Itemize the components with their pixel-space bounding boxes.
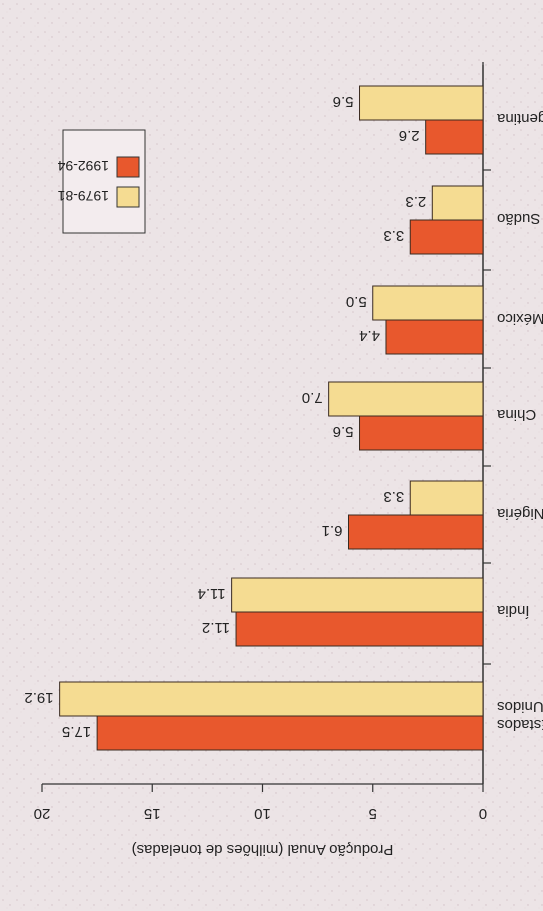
bar-1992-94 xyxy=(385,319,484,355)
value-label: 11.2 xyxy=(202,619,230,636)
bar-1979-81 xyxy=(359,85,484,121)
category-label: China xyxy=(496,406,536,423)
bar-1979-81 xyxy=(59,681,484,717)
category-label: Estados xyxy=(497,716,543,733)
value-tick-label: 20 xyxy=(34,805,51,822)
value-axis-title: Produção Anual (milhões de toneladas) xyxy=(132,841,394,858)
bar-1979-81 xyxy=(231,577,484,613)
value-label: 4.4 xyxy=(359,327,380,344)
bar-1992-94 xyxy=(347,514,484,550)
legend-swatch-1979-81 xyxy=(116,186,140,208)
value-tick-label: 5 xyxy=(369,805,377,822)
category-label: Sudão xyxy=(497,210,540,227)
legend-label-1992-94: 1992-94 xyxy=(57,158,109,174)
value-label: 19.2 xyxy=(24,689,53,706)
bar-1992-94 xyxy=(359,415,484,451)
category-label: Argentina xyxy=(496,110,543,127)
value-label: 5.0 xyxy=(346,293,367,310)
value-label: 6.1 xyxy=(322,522,343,539)
value-label: 11.4 xyxy=(198,585,226,602)
bar-1979-81 xyxy=(328,381,484,417)
category-label: México xyxy=(497,310,543,327)
value-label: 5.6 xyxy=(333,423,354,440)
value-label: 3.3 xyxy=(383,488,404,505)
value-tick-label: 15 xyxy=(144,805,161,822)
category-label: Unidos xyxy=(497,698,543,715)
value-label: 3.3 xyxy=(383,227,404,244)
bar-1992-94 xyxy=(425,119,484,155)
legend-label-1979-81: 1979-81 xyxy=(57,188,109,204)
bar-1979-81 xyxy=(372,285,484,321)
value-tick-label: 0 xyxy=(479,805,487,822)
bar-1979-81 xyxy=(431,185,484,221)
bar-1979-81 xyxy=(409,480,484,516)
value-label: 5.6 xyxy=(333,93,354,110)
bar-1992-94 xyxy=(235,611,484,647)
legend-swatch-1992-94 xyxy=(116,156,140,178)
rotated-plot: 0 5 10 15 20 Produção Anual (milhões de tonel… xyxy=(24,62,543,858)
category-label: Nigéria xyxy=(496,505,543,522)
bar-1992-94 xyxy=(409,219,484,255)
category-label: Índia xyxy=(496,602,529,619)
value-label: 2.6 xyxy=(399,127,420,144)
bar-1992-94 xyxy=(96,715,484,751)
value-label: 2.3 xyxy=(405,193,426,210)
value-label: 17.5 xyxy=(62,723,91,740)
value-tick-label: 10 xyxy=(254,805,271,822)
value-label: 7.0 xyxy=(302,389,323,406)
legend-box xyxy=(62,129,146,234)
